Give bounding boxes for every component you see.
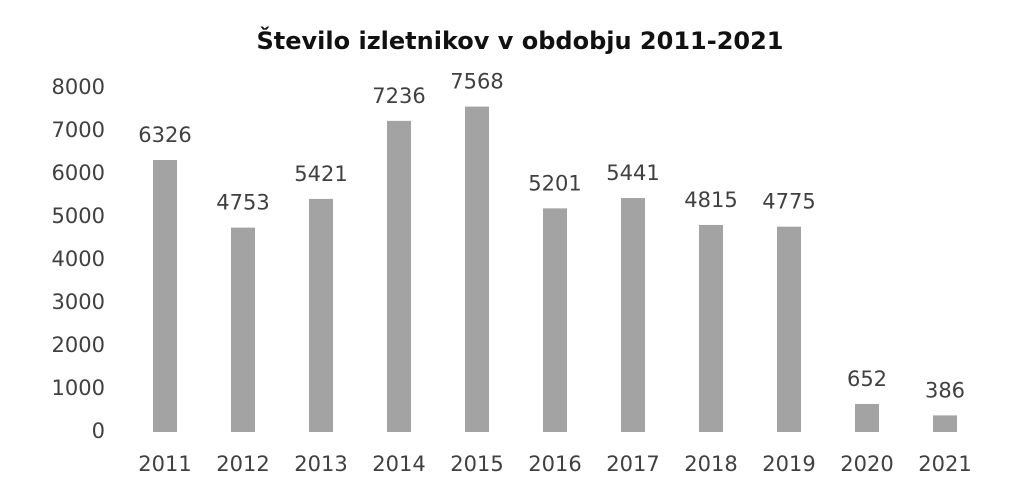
bar — [621, 198, 645, 432]
bar — [855, 403, 879, 432]
data-label: 4775 — [762, 190, 815, 214]
data-label: 6326 — [138, 123, 191, 147]
data-label: 5201 — [528, 171, 581, 195]
bar — [777, 226, 801, 432]
x-tick-label: 2016 — [528, 452, 581, 476]
bar — [465, 106, 489, 433]
x-tick-label: 2012 — [216, 452, 269, 476]
y-tick-label: 8000 — [52, 75, 105, 99]
data-label: 7568 — [450, 70, 503, 94]
x-tick-label: 2021 — [918, 452, 971, 476]
x-tick-label: 2013 — [294, 452, 347, 476]
bar — [543, 208, 567, 432]
y-tick-label: 7000 — [52, 118, 105, 142]
x-tick-label: 2011 — [138, 452, 191, 476]
data-label: 386 — [925, 378, 965, 402]
data-label: 4753 — [216, 191, 269, 215]
x-tick-label: 2015 — [450, 452, 503, 476]
x-tick-label: 2020 — [840, 452, 893, 476]
x-tick-label: 2018 — [684, 452, 737, 476]
chart-title: Število izletnikov v obdobju 2011-2021 — [256, 25, 783, 55]
data-label: 7236 — [372, 84, 425, 108]
data-label: 5421 — [294, 162, 347, 186]
y-tick-label: 0 — [92, 419, 105, 443]
bar — [309, 198, 333, 432]
bar — [387, 120, 411, 433]
data-label: 5441 — [606, 161, 659, 185]
bar — [231, 227, 255, 432]
y-tick-label: 6000 — [52, 161, 105, 185]
bar — [933, 415, 957, 432]
y-tick-label: 2000 — [52, 333, 105, 357]
x-tick-label: 2017 — [606, 452, 659, 476]
x-tick-label: 2014 — [372, 452, 425, 476]
y-tick-label: 4000 — [52, 247, 105, 271]
bar — [153, 159, 177, 432]
y-tick-label: 5000 — [52, 204, 105, 228]
data-label: 652 — [847, 367, 887, 391]
y-tick-label: 3000 — [52, 290, 105, 314]
bar — [699, 224, 723, 432]
data-label: 4815 — [684, 188, 737, 212]
x-tick-label: 2019 — [762, 452, 815, 476]
y-tick-label: 1000 — [52, 376, 105, 400]
